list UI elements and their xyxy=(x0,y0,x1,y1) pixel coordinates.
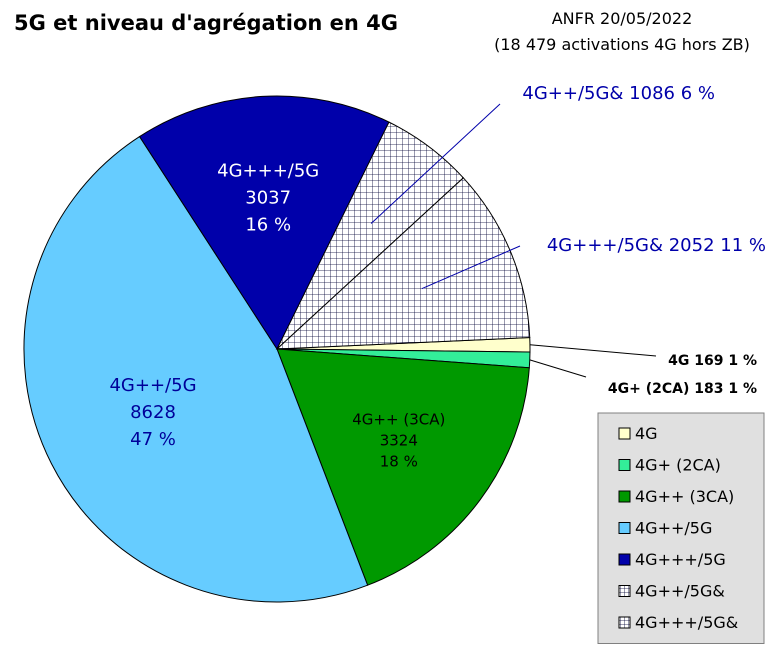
legend-entry-4g-5g: 4G++/5G xyxy=(635,519,712,538)
legend-entry-4g-5g: 4G+++/5G& xyxy=(635,613,738,632)
label-4g-3ca: 4G++ (3CA) 3324 18 % xyxy=(352,411,445,471)
pie-slices xyxy=(23,95,531,603)
legend-box xyxy=(597,412,765,644)
legend-entry-4g-5g: 4G++/5G& xyxy=(635,582,725,601)
legend-swatch-4g-5g xyxy=(618,522,631,534)
slice-4g-3ca xyxy=(276,348,530,586)
leader-line-4g xyxy=(529,344,657,357)
leader-line-4g-5g xyxy=(370,103,501,224)
legend-swatch-4g xyxy=(618,427,631,440)
label-4g-5g: 4G++/5G& 1086 6 % xyxy=(522,83,715,104)
legend-swatch-4g-5g xyxy=(618,616,631,629)
source-line-1: ANFR 20/05/2022 xyxy=(552,9,693,28)
legend-swatch-4g-3ca xyxy=(618,490,631,503)
slice-4g-5g xyxy=(275,177,531,350)
slice-4g-5g xyxy=(23,135,369,603)
legend-swatch-4g-2ca xyxy=(618,459,631,471)
source-line-2: (18 479 activations 4G hors ZB) xyxy=(494,35,750,54)
legend-swatch-4g-5g xyxy=(618,553,631,566)
chart-title: 5G et niveau d'agrégation en 4G xyxy=(14,11,398,35)
legend-entry-4g-3ca: 4G++ (3CA) xyxy=(635,487,734,506)
legend-entry-4g-2ca: 4G+ (2CA) xyxy=(635,456,721,475)
slice-4g-5g xyxy=(138,95,390,351)
label-4g-2ca: 4G+ (2CA) 183 1 % xyxy=(608,381,757,397)
label-4g-5g: 4G++/5G 8628 47 % xyxy=(109,375,196,450)
legend: 4G 4G+ (2CA) 4G++ (3CA) 4G++/5G 4G+++/5G 4G++… xyxy=(597,412,765,644)
leader-line-4g-2ca xyxy=(529,359,587,378)
legend-entry-4g-5g: 4G+++/5G xyxy=(635,550,726,569)
pie-labels: 4G 169 1 % 4G+ (2CA) 183 1 % 4G++ (3CA) 332… xyxy=(109,83,766,471)
leader-line-4g-5g xyxy=(421,245,521,290)
legend-swatch-4g-5g xyxy=(618,585,631,597)
legend-entry-4g: 4G xyxy=(635,424,658,443)
label-4g-5g: 4G+++/5G& 2052 11 % xyxy=(547,235,766,256)
label-4g: 4G 169 1 % xyxy=(668,353,757,369)
label-4g-5g: 4G+++/5G 3037 16 % xyxy=(217,161,319,236)
